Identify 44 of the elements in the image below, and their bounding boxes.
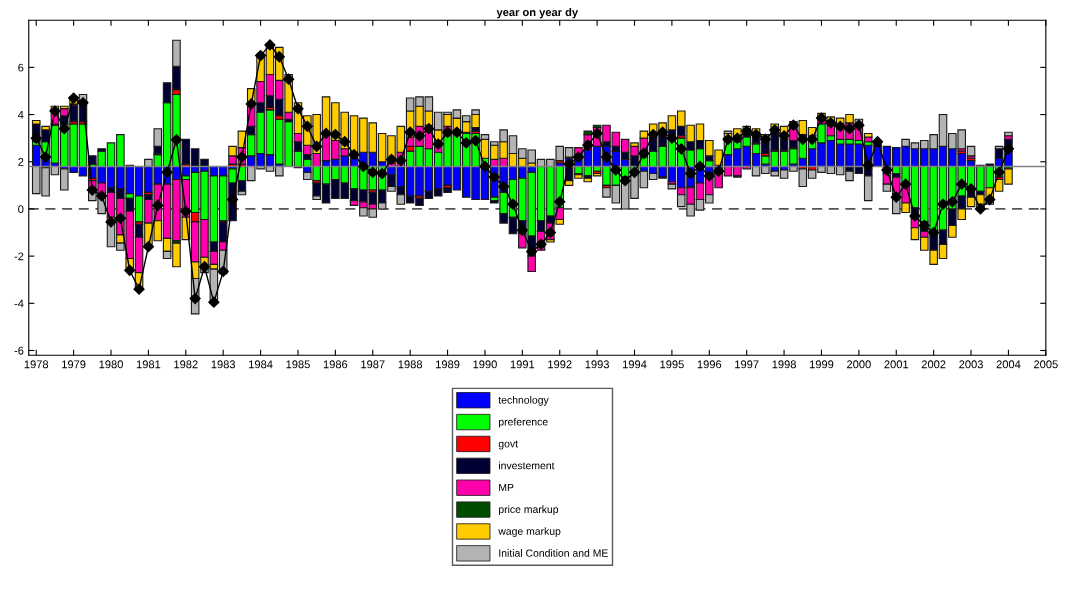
legend-label: technology <box>498 396 549 406</box>
x-tick-label: 2005 <box>1034 360 1058 369</box>
x-tick-label: 1995 <box>660 360 684 369</box>
y-tick-label: 6 <box>18 63 24 72</box>
x-tick-label: 1987 <box>361 360 385 369</box>
chart-title: year on year dy <box>496 7 578 19</box>
x-tick-label: 2003 <box>959 360 983 369</box>
x-tick-label: 2001 <box>884 360 909 369</box>
y-tick-label: 2 <box>18 158 24 166</box>
legend-label: investement <box>499 461 555 470</box>
x-tick-label: 1984 <box>249 360 273 369</box>
y-tick-label: 0 <box>18 205 24 214</box>
x-tick-label: 1989 <box>436 360 460 369</box>
legend-label: govt <box>498 440 518 450</box>
x-tick-label: 1985 <box>286 360 310 369</box>
y-tick-label: -6 <box>14 346 24 355</box>
x-tick-label: 1997 <box>735 360 759 369</box>
x-tick-label: 2004 <box>996 360 1021 369</box>
y-tick-label: 4 <box>17 110 24 119</box>
x-tick-label: 1978 <box>24 360 49 369</box>
x-tick-label: 1986 <box>323 360 348 369</box>
x-tick-label: 1980 <box>99 360 123 369</box>
x-tick-label: 1998 <box>772 360 796 369</box>
x-tick-label: 1982 <box>174 360 198 369</box>
x-tick-label: 1999 <box>809 360 834 369</box>
legend-label: MP <box>499 483 514 492</box>
x-tick-label: 1993 <box>585 360 609 369</box>
legend-label: preference <box>499 417 548 428</box>
x-tick-label: 1983 <box>211 360 236 369</box>
x-tick-label: 1988 <box>398 360 423 369</box>
legend-label: wage markup <box>498 527 561 537</box>
x-tick-label: 1994 <box>623 360 647 369</box>
x-tick-label: 2002 <box>921 360 946 369</box>
x-tick-label: 1991 <box>510 360 535 369</box>
x-tick-label: 2000 <box>847 360 871 369</box>
x-tick-label: 1992 <box>548 360 572 369</box>
y-tick-label: -4 <box>14 299 24 308</box>
y-tick-label: -2 <box>14 252 24 261</box>
x-tick-label: 1996 <box>697 360 722 369</box>
legend-label: price markup <box>499 505 559 516</box>
x-tick-label: 1990 <box>473 360 497 369</box>
x-tick-label: 1981 <box>136 360 161 369</box>
legend-label: Initial Condition and ME <box>499 549 608 557</box>
x-tick-label: 1979 <box>62 360 86 369</box>
